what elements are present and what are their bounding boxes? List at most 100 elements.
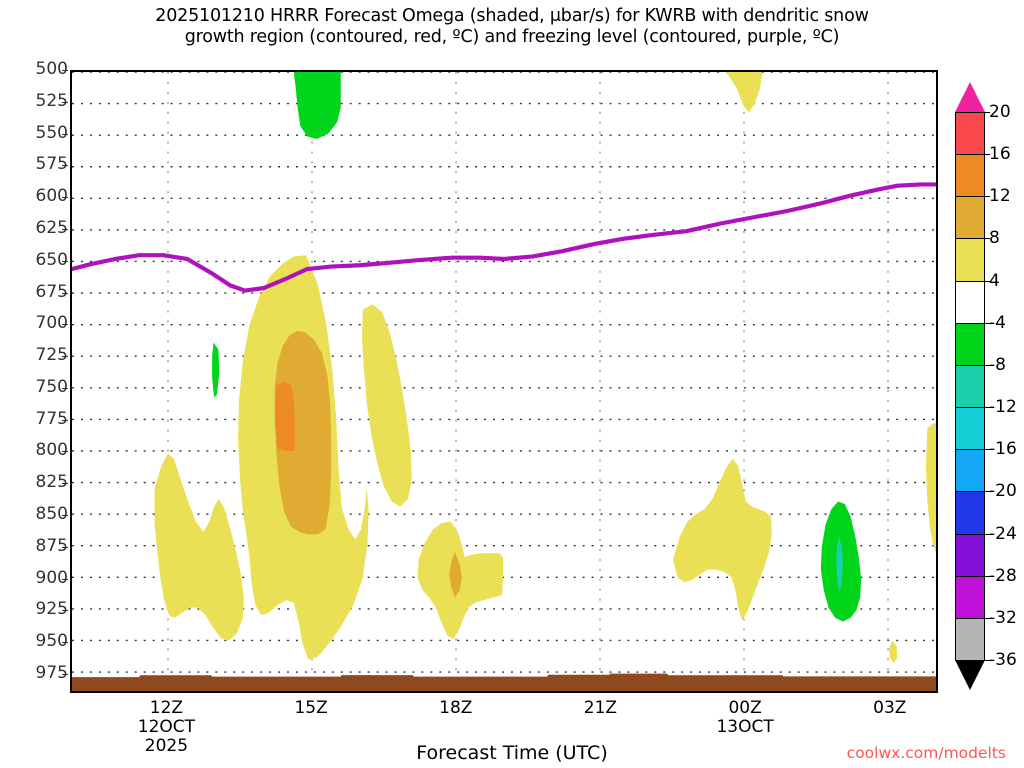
omega-region-02z-teal [836, 536, 843, 593]
y-tick-mark [62, 260, 68, 262]
y-tick-label: 950 [35, 631, 68, 652]
colorbar-tick-label: -36 [989, 650, 1017, 670]
page-title: 2025101210 HRRR Forecast Omega (shaded, … [155, 6, 869, 47]
colorbar-tick-label: 12 [989, 186, 1011, 207]
y-tick-label: 925 [35, 599, 68, 620]
y-tick-mark [62, 356, 68, 358]
omega-region-green-sliver [212, 342, 220, 398]
x-tick-label: 18Z [439, 698, 473, 718]
y-tick-mark [62, 610, 68, 612]
y-tick-mark [62, 70, 68, 71]
y-tick-mark [62, 578, 68, 580]
y-tick-label: 975 [35, 662, 68, 683]
colorbar-tick-mark [985, 533, 990, 535]
colorbar-tick-mark [985, 660, 990, 661]
surface-terrain-bar [72, 673, 936, 691]
colorbar-tick-mark [985, 491, 990, 493]
colorbar-tick-label: 16 [989, 144, 1011, 165]
colorbar-tick-mark [985, 154, 990, 156]
omega-region-upper-yellow [725, 72, 763, 113]
y-tick-label: 900 [35, 567, 68, 588]
colorbar-tick-label: 4 [989, 270, 1000, 291]
colorbar-tick-mark [985, 280, 990, 282]
y-tick-mark [62, 673, 68, 675]
x-axis: 12Z 12OCT 2025 15Z 18Z 21Z 00Z 13OCT 03Z [70, 695, 938, 765]
colorbar-band [955, 407, 985, 451]
colorbar-tick-mark [985, 322, 990, 324]
y-tick-mark [62, 165, 68, 167]
colorbar-tick-mark [985, 196, 990, 198]
y-tick-label: 825 [35, 472, 68, 493]
colorbar-band [955, 491, 985, 535]
omega-region-03z-blob [888, 640, 898, 664]
x-tick-label: 00Z 13OCT [716, 698, 774, 737]
colorbar-band [955, 364, 985, 409]
y-tick-mark [62, 292, 68, 294]
y-axis: 500 525 550 575 600 625 650 675 700 725 750 775 800 8… [0, 61, 68, 693]
y-tick-label: 675 [35, 281, 68, 302]
y-tick-label: 875 [35, 535, 68, 556]
y-tick-mark [62, 419, 68, 421]
y-tick-mark [62, 387, 68, 389]
y-tick-label: 725 [35, 345, 68, 366]
colorbar-band [955, 533, 985, 577]
omega-region-upper-green [293, 72, 341, 139]
x-tick-label: 21Z [583, 698, 618, 718]
colorbar-tick-label: -8 [989, 354, 1006, 375]
colorbar-tick-label: 8 [989, 228, 1000, 249]
colorbar-band [955, 322, 985, 366]
y-tick-mark [62, 546, 68, 548]
colorbar-tick-label: -28 [989, 565, 1017, 586]
colorbar-tick-label: -32 [989, 607, 1017, 628]
y-tick-label: 575 [35, 154, 68, 175]
x-tick-label: 15Z [294, 698, 328, 718]
colorbar-cap-bottom [955, 660, 985, 690]
y-tick-mark [62, 101, 68, 103]
x-tick-label: 12Z 12OCT 2025 [137, 698, 196, 756]
colorbar: 20 16 12 8 4 -4 -8 -12 -16 -20 -24 -28 -32 -36 [955, 82, 1017, 690]
omega-region-00z-plume [672, 458, 772, 621]
y-tick-label: 550 [35, 122, 68, 143]
y-tick-mark [62, 197, 68, 199]
freezing-level-contour [72, 182, 936, 293]
y-tick-label: 800 [35, 440, 68, 461]
contour-plot-canvas [72, 72, 936, 691]
plot-area [70, 70, 938, 693]
colorbar-tick-label: 20 [989, 102, 1011, 122]
colorbar-tick-label: -16 [989, 439, 1017, 460]
colorbar-tick-label: -4 [989, 312, 1006, 333]
y-tick-mark [62, 451, 68, 453]
colorbar-band [955, 280, 985, 324]
colorbar-band [955, 112, 985, 156]
colorbar-tick-mark [985, 617, 990, 619]
y-tick-label: 850 [35, 504, 68, 524]
omega-region-main-core [274, 330, 332, 535]
y-tick-label: 650 [35, 249, 68, 270]
omega-region-right-lobe [361, 304, 412, 507]
y-tick-mark [62, 324, 68, 326]
colorbar-tick-mark [985, 364, 990, 366]
y-tick-label: 500 [35, 59, 68, 79]
colorbar-tick-mark [985, 112, 990, 113]
colorbar-cap-top [955, 82, 985, 112]
colorbar-tick-label: -20 [989, 481, 1017, 502]
omega-region-right-edge [925, 423, 936, 552]
y-tick-label: 525 [35, 90, 68, 111]
y-tick-label: 625 [35, 217, 68, 238]
colorbar-tick-mark [985, 575, 990, 577]
colorbar-band [955, 238, 985, 282]
colorbar-tick-mark [985, 449, 990, 451]
omega-region-main-max [275, 381, 295, 451]
colorbar-band [955, 617, 985, 661]
colorbar-tick-mark [985, 407, 990, 409]
y-tick-mark [62, 483, 68, 485]
colorbar-tick-label: -12 [989, 397, 1017, 418]
y-tick-label: 700 [35, 313, 68, 334]
x-axis-title: Forecast Time (UTC) [416, 742, 608, 764]
omega-region-left-low [154, 453, 244, 641]
y-tick-label: 600 [35, 186, 68, 207]
colorbar-tick-mark [985, 238, 990, 240]
y-tick-mark [62, 228, 68, 230]
colorbar-band [955, 196, 985, 240]
y-tick-mark [62, 133, 68, 135]
